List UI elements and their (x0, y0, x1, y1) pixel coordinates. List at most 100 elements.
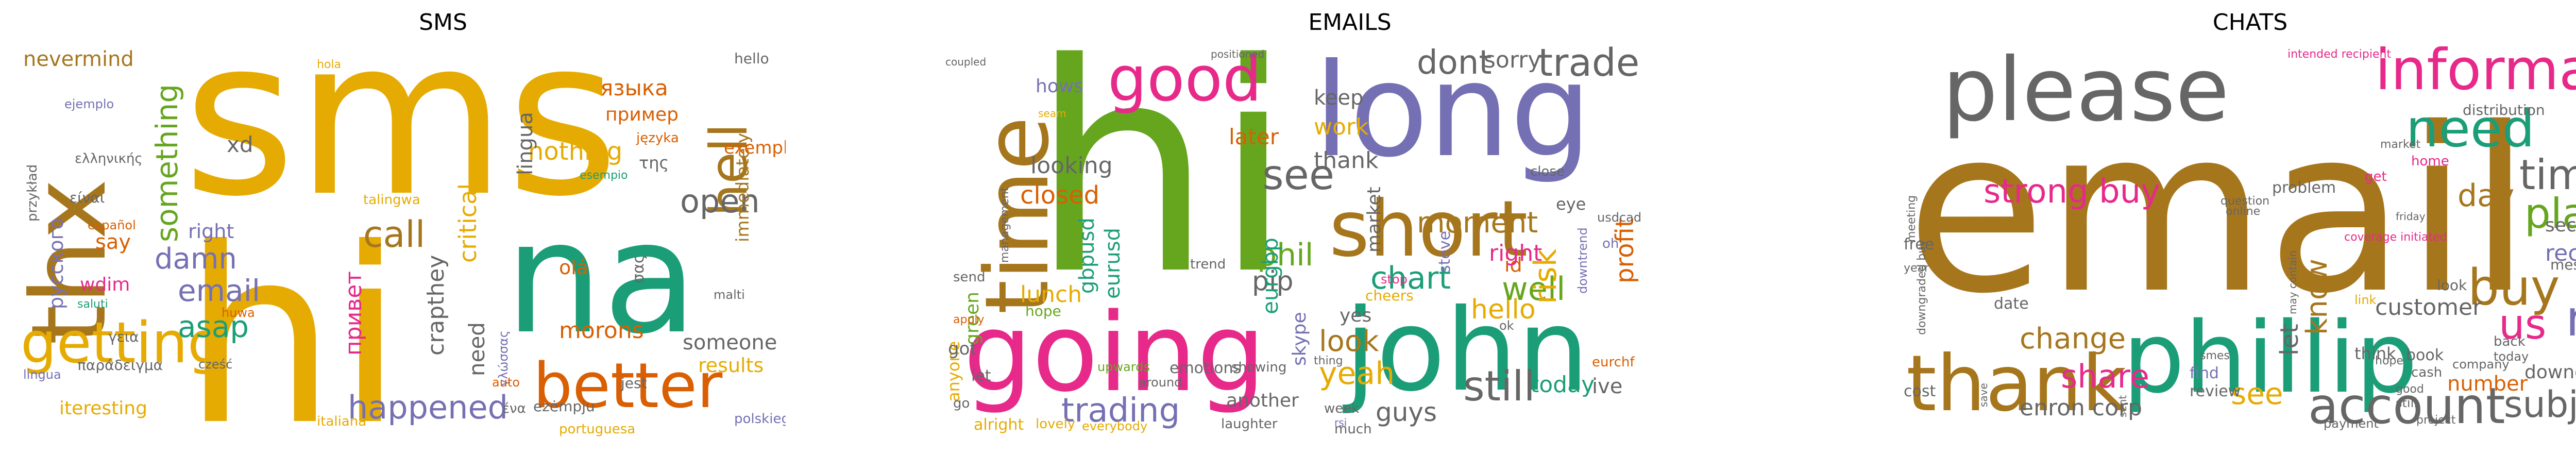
word: γεια (108, 328, 139, 345)
word: portuguesa (559, 422, 636, 437)
word: see (1262, 151, 1335, 199)
word: someone (683, 331, 777, 355)
word: usdcad (1597, 210, 1642, 225)
word: eurusd (1101, 228, 1125, 299)
word: let (971, 367, 991, 385)
word: open (680, 182, 760, 220)
word: phil (1257, 237, 1314, 273)
word: information (2375, 46, 2576, 103)
word: downtrend (1575, 227, 1590, 294)
word: pip (1252, 266, 1294, 297)
word: coverage initiated (2344, 231, 2447, 244)
word: damn (155, 242, 237, 276)
word: review (2190, 382, 2241, 400)
panel-title-emails: EMAILS (1308, 9, 1392, 36)
word: good (1108, 46, 1262, 115)
word: work (1314, 114, 1369, 140)
word: morons (559, 317, 644, 344)
word: later (1229, 124, 1279, 149)
panel-title-chats: CHATS (2212, 9, 2288, 36)
word: thing (1314, 355, 1343, 367)
word: smes (2200, 349, 2230, 362)
word: us (2499, 300, 2547, 348)
word: meeting (1905, 195, 1918, 242)
panel-sms: SMS sms hi thx na getting better hell ca… (0, 0, 886, 454)
word: hi (183, 196, 404, 439)
word: jest (621, 375, 647, 392)
word: cheers (1365, 287, 1414, 304)
word: языка (600, 75, 668, 100)
word: good (2396, 383, 2424, 396)
word: email (178, 273, 260, 308)
word: lingua (23, 367, 61, 382)
word: save (1977, 383, 1990, 407)
word: account (2308, 377, 2505, 435)
word: hello (1471, 294, 1536, 325)
word: iteresting (59, 398, 147, 419)
word: na (505, 188, 698, 368)
word: русского (45, 217, 67, 309)
word: oh (1602, 236, 1619, 251)
word: getting (21, 310, 224, 376)
word: intended recipient (2287, 48, 2392, 61)
word: much (1334, 422, 1372, 437)
word: języka (636, 130, 679, 146)
word: ένα (502, 401, 526, 416)
word: say (95, 230, 131, 254)
word: hope (1025, 302, 1061, 320)
word: thank (1906, 339, 2127, 429)
word: may contain (2286, 250, 2299, 314)
word: problem (2272, 179, 2336, 197)
word: back (2494, 334, 2526, 349)
word: subject (2504, 383, 2576, 426)
word: downgraded buy (1916, 239, 1928, 335)
word: hi (1030, 46, 1294, 338)
word: receive (2545, 240, 2576, 266)
word: downgraded (2524, 362, 2576, 383)
word: της (639, 153, 669, 173)
word: share (2061, 358, 2149, 395)
word: przykład (25, 164, 40, 222)
word: asap (178, 309, 249, 344)
word: management (998, 187, 1011, 263)
word: find (2190, 364, 2219, 382)
word: around (1139, 375, 1182, 390)
word: send (953, 270, 986, 285)
word: year (1904, 262, 1929, 275)
word: trading (1061, 392, 1180, 430)
word: another (1226, 390, 1299, 411)
word: ok (1499, 318, 1514, 333)
word: dont (1417, 46, 1492, 82)
word: chart (1370, 260, 1451, 296)
word: skype (1289, 312, 1310, 366)
word: friday (2396, 210, 2426, 223)
word: everybody (1082, 419, 1148, 433)
word: question (2221, 195, 2270, 208)
word: alright (974, 416, 1024, 434)
word: payment (2324, 416, 2379, 431)
word: guys (1376, 397, 1437, 427)
word: ejemplo (64, 97, 114, 111)
word: sent (2116, 395, 2129, 417)
word: company (2452, 357, 2510, 372)
word: xd (227, 132, 253, 157)
word: date (1994, 295, 2029, 313)
word: привет (341, 271, 367, 356)
word: results (698, 354, 764, 377)
word: español (88, 218, 136, 232)
word: hope (2375, 355, 2403, 367)
word: hows (1036, 76, 1084, 97)
word: email (1906, 79, 2532, 343)
word: thank (1314, 147, 1379, 174)
word: moment (1417, 206, 1538, 240)
word: trend (1190, 257, 1226, 272)
word: apply (953, 313, 985, 326)
word: huwa (222, 306, 255, 320)
word: coupled (945, 56, 987, 68)
word: buy (2468, 259, 2560, 316)
word: please (1942, 46, 2230, 141)
word: hello (734, 50, 769, 67)
word: see (2231, 376, 2283, 411)
word: stop (1381, 272, 1408, 287)
word: call (363, 213, 426, 256)
